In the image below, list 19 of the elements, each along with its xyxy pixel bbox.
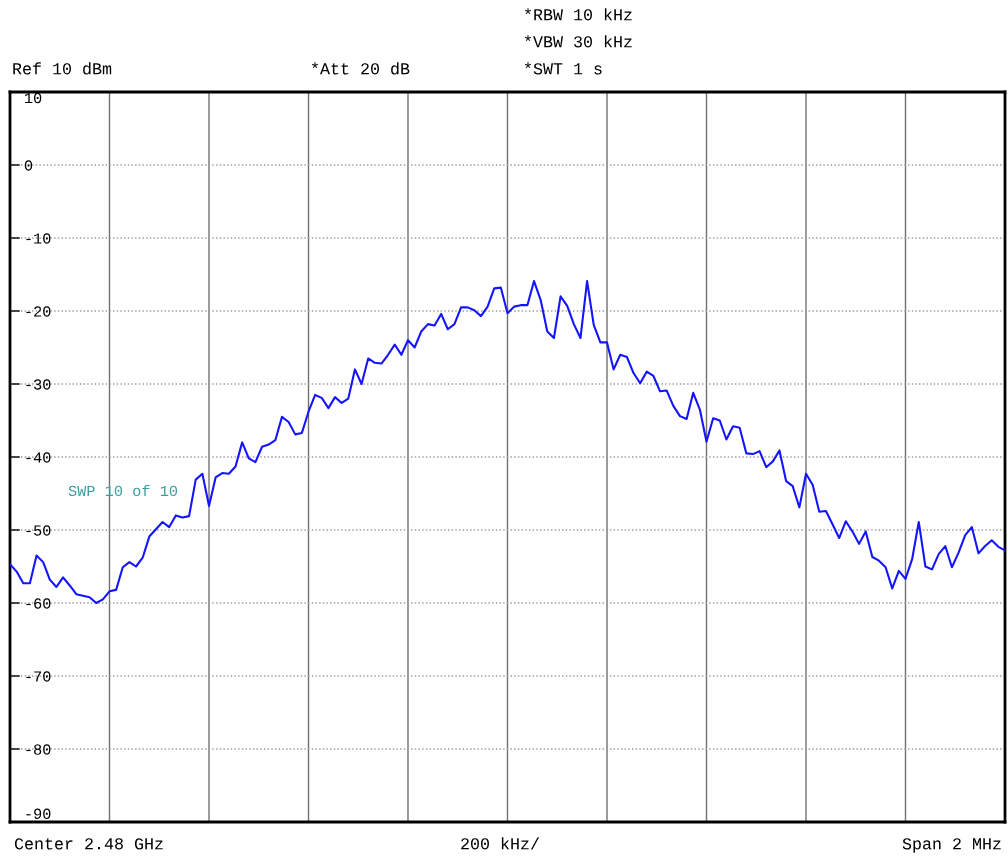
y-tick-label: -90 <box>26 808 51 819</box>
y-tick-label: -60 <box>26 598 51 609</box>
y-tick-label: -10 <box>26 233 51 244</box>
text: *RBW 10 kHz <box>525 8 632 21</box>
y-tick-label: -30 <box>26 379 51 390</box>
text: *Att 20 dB <box>312 62 410 75</box>
text: 200 kHz/ <box>461 837 540 850</box>
y-tick-label: 0 <box>24 160 33 171</box>
text: *SWT 1 s <box>525 62 602 75</box>
text: *VBW 30 kHz <box>525 35 632 48</box>
y-tick-label: -70 <box>26 671 51 682</box>
y-tick-label: -50 <box>26 525 51 536</box>
y-tick-label: -80 <box>26 744 51 755</box>
text: Span 2 MHz <box>902 838 1001 853</box>
text: Ref 10 dBm <box>13 62 112 75</box>
y-tick-label: -20 <box>26 306 51 317</box>
text: Center 2.48 GHz <box>14 838 163 850</box>
y-tick-label: -40 <box>26 452 51 463</box>
y-tick-label: 10 <box>24 92 42 104</box>
